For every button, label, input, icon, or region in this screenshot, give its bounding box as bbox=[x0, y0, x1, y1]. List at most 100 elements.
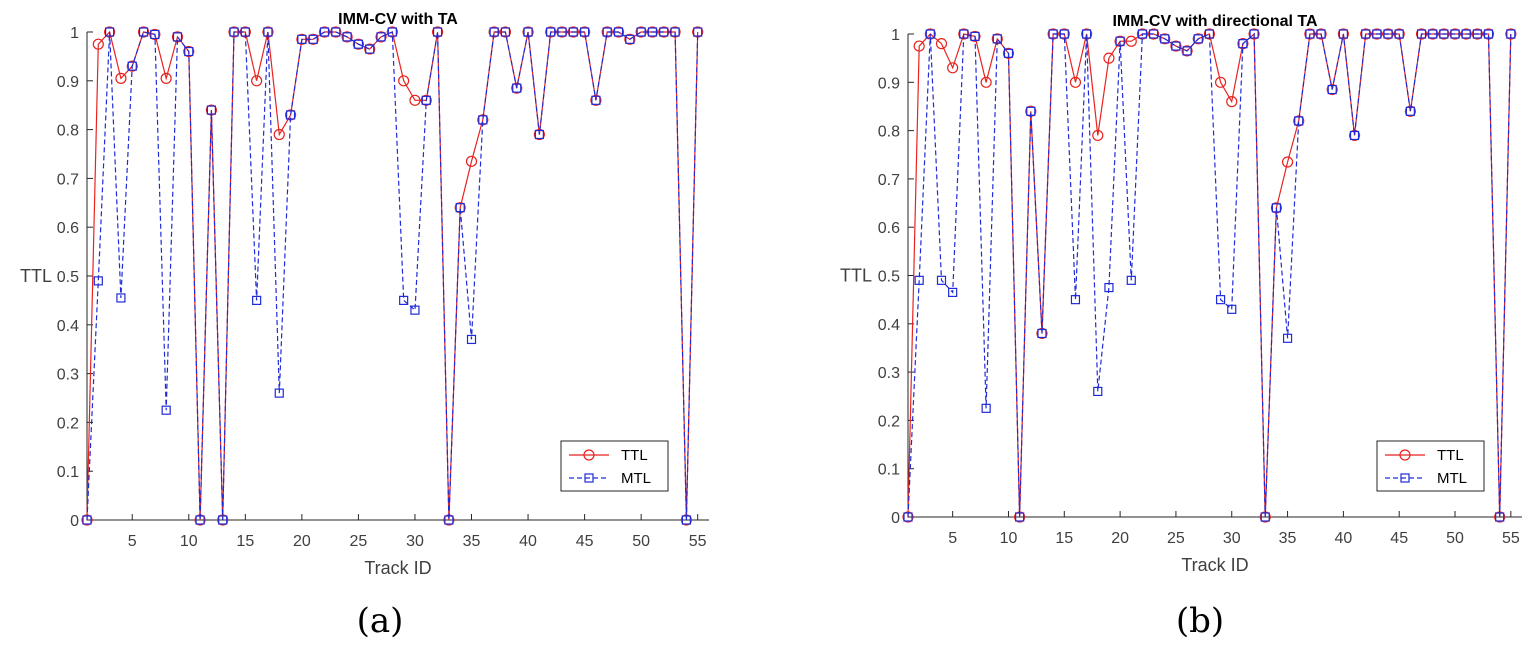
data-point-mtl bbox=[625, 34, 635, 44]
data-point-mtl bbox=[1416, 29, 1427, 39]
data-point-mtl bbox=[218, 515, 228, 525]
data-point-mtl bbox=[1227, 304, 1237, 314]
data-point-mtl bbox=[263, 27, 273, 37]
data-point-mtl bbox=[365, 44, 375, 54]
data-point-mtl bbox=[1160, 34, 1170, 44]
legend-label-mtl: MTL bbox=[621, 470, 651, 487]
y-tick-label: 0.9 bbox=[878, 75, 900, 92]
data-point-mtl bbox=[1338, 29, 1348, 39]
data-point-mtl bbox=[161, 405, 171, 415]
data-point-mtl bbox=[636, 27, 646, 37]
x-tick-label: 40 bbox=[1334, 530, 1352, 547]
data-point-mtl bbox=[591, 95, 601, 105]
data-point-ttl bbox=[1404, 105, 1416, 117]
y-tick-label: 0.4 bbox=[57, 318, 79, 335]
y-axis-label: TTL bbox=[20, 266, 52, 286]
x-tick-label: 40 bbox=[519, 533, 537, 550]
legend: TTL MTL bbox=[1376, 440, 1485, 492]
legend-label-mtl: MTL bbox=[1437, 470, 1467, 487]
data-point-mtl bbox=[1238, 39, 1248, 49]
data-point-mtl bbox=[1171, 41, 1181, 51]
data-point-mtl bbox=[1383, 29, 1393, 39]
x-tick-label: 10 bbox=[1000, 530, 1018, 547]
y-tick-label: 0.2 bbox=[878, 413, 900, 430]
data-point-mtl bbox=[613, 27, 624, 37]
chart-title: IMM-CV with directional TA bbox=[1112, 13, 1317, 30]
data-point-mtl bbox=[1316, 29, 1326, 39]
y-tick-label: 0.8 bbox=[878, 124, 900, 141]
data-point-mtl bbox=[1082, 29, 1092, 39]
y-tick-label: 0.9 bbox=[57, 74, 79, 91]
data-point-ttl bbox=[409, 94, 421, 106]
data-point-ttl bbox=[251, 75, 263, 87]
data-point-mtl bbox=[1361, 29, 1371, 39]
data-point-mtl bbox=[1282, 333, 1293, 343]
data-point-mtl bbox=[1506, 29, 1516, 39]
data-point-ttl bbox=[624, 33, 636, 45]
x-tick-label: 5 bbox=[128, 533, 137, 550]
legend-label-ttl: TTL bbox=[621, 447, 648, 464]
data-point-mtl bbox=[399, 295, 409, 305]
x-tick-label: 55 bbox=[689, 533, 707, 550]
data-point-mtl bbox=[981, 403, 991, 413]
x-tick-label: 15 bbox=[1055, 530, 1073, 547]
data-point-mtl bbox=[512, 83, 522, 93]
legend-label-ttl: TTL bbox=[1437, 447, 1464, 464]
data-point-mtl bbox=[1260, 512, 1270, 522]
data-point-mtl bbox=[914, 275, 924, 285]
panel-label: (b) bbox=[1176, 601, 1224, 641]
data-point-mtl bbox=[1003, 48, 1014, 58]
data-point-mtl bbox=[602, 27, 612, 37]
data-point-ttl bbox=[612, 26, 625, 38]
data-point-ttl bbox=[341, 31, 353, 43]
y-tick-label: 0.4 bbox=[878, 317, 900, 334]
data-point-mtl bbox=[959, 29, 969, 39]
x-tick-label: 30 bbox=[1223, 530, 1241, 547]
data-point-mtl bbox=[1428, 29, 1438, 39]
data-point-ttl bbox=[913, 40, 925, 52]
data-point-mtl bbox=[693, 27, 703, 37]
data-point-mtl bbox=[1450, 29, 1460, 39]
data-point-ttl bbox=[352, 38, 365, 50]
x-tick-label: 20 bbox=[1111, 530, 1129, 547]
x-tick-label: 50 bbox=[632, 533, 650, 550]
data-point-mtl bbox=[432, 27, 443, 37]
data-point-mtl bbox=[1405, 106, 1415, 116]
data-point-mtl bbox=[1271, 203, 1282, 213]
y-tick-label: 0.3 bbox=[878, 365, 900, 382]
y-tick-label: 0.7 bbox=[57, 171, 79, 188]
data-point-mtl bbox=[478, 115, 488, 125]
data-point-ttl bbox=[1337, 28, 1349, 40]
x-tick-label: 45 bbox=[1390, 530, 1408, 547]
data-point-mtl bbox=[342, 32, 352, 42]
data-point-mtl bbox=[127, 61, 137, 71]
data-point-ttl bbox=[980, 76, 992, 88]
data-point-mtl bbox=[1472, 29, 1482, 39]
x-axis-label: Track ID bbox=[364, 558, 431, 578]
data-point-ttl bbox=[137, 26, 150, 38]
y-tick-label: 0.6 bbox=[878, 220, 900, 237]
data-point-mtl bbox=[1249, 29, 1259, 39]
data-point-mtl bbox=[1182, 46, 1192, 56]
y-tick-label: 0.5 bbox=[57, 269, 79, 286]
data-point-ttl bbox=[1002, 47, 1015, 59]
data-point-ttl bbox=[511, 82, 523, 94]
chart-panel-b: 00.10.20.30.40.50.60.70.80.915 10 15 20 25 30… bbox=[840, 13, 1522, 641]
y-tick-label: 0.1 bbox=[878, 462, 900, 479]
data-point-mtl bbox=[172, 32, 183, 42]
legend-marker-mtl bbox=[584, 473, 594, 483]
data-point-mtl bbox=[319, 27, 330, 37]
data-point-ttl bbox=[364, 43, 376, 55]
y-tick-label: 0.6 bbox=[57, 220, 79, 237]
legend-box bbox=[1376, 440, 1485, 492]
data-point-mtl bbox=[925, 29, 935, 39]
y-tick-label: 0.5 bbox=[878, 269, 900, 286]
data-point-mtl bbox=[93, 276, 103, 286]
data-point-mtl bbox=[252, 295, 262, 305]
data-point-mtl bbox=[1115, 36, 1125, 46]
y-tick-label: 0.8 bbox=[57, 123, 79, 140]
series-line-mtl bbox=[86, 31, 699, 521]
data-point-ttl bbox=[273, 128, 285, 141]
data-point-mtl bbox=[1059, 29, 1069, 39]
data-point-mtl bbox=[579, 27, 590, 37]
